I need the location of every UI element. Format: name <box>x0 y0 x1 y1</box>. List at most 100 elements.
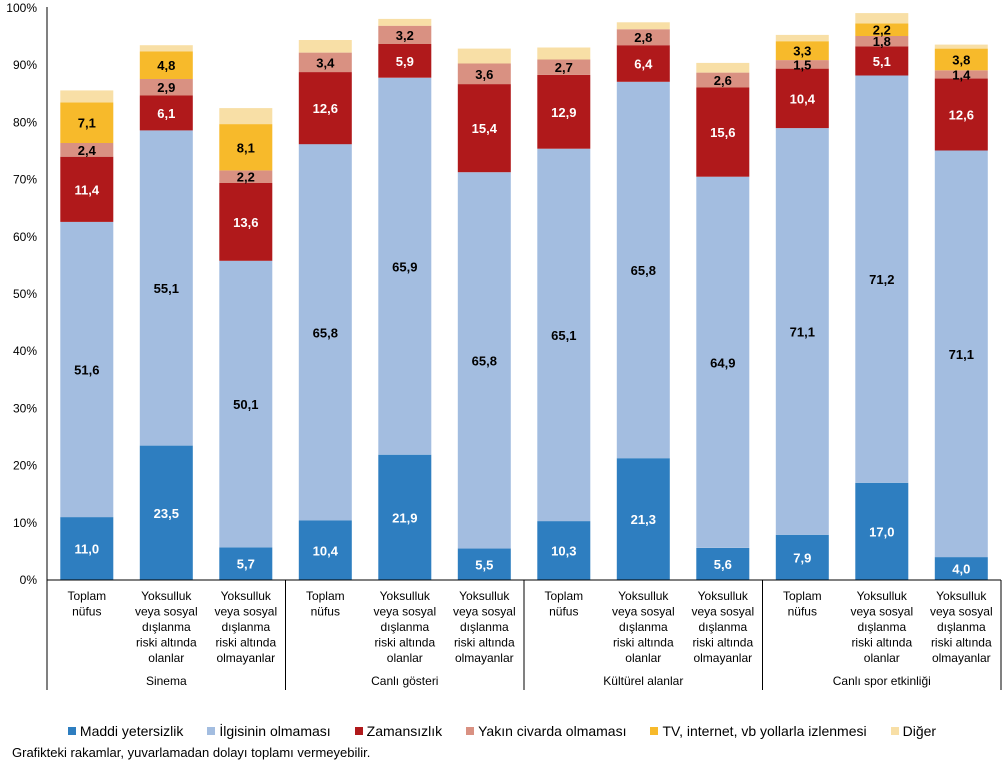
data-label: 13,6 <box>233 215 258 230</box>
data-label: 5,5 <box>475 557 493 572</box>
x-tick-label: veya sosyal <box>691 605 754 619</box>
bar-segment <box>60 156 114 222</box>
y-tick-label: 100% <box>6 1 37 15</box>
bar-segment <box>616 22 670 30</box>
legend-item: Zamansızlık <box>354 723 442 739</box>
x-tick-label: veya sosyal <box>373 605 436 619</box>
data-label: 3,2 <box>396 28 414 43</box>
bar-segment <box>219 547 273 580</box>
bar-segment <box>457 548 511 580</box>
bar-segment <box>298 72 352 145</box>
group-label: Canlı spor etkinliği <box>833 674 931 688</box>
legend-label: Yakın civarda olmaması <box>478 723 627 739</box>
bar-segment <box>934 70 988 79</box>
bar-segment <box>696 72 750 88</box>
bar-segment <box>60 143 114 157</box>
bar-segment <box>457 84 511 173</box>
x-tick-label: veya sosyal <box>612 605 675 619</box>
y-tick-label: 90% <box>13 58 37 72</box>
bar-segment <box>934 48 988 71</box>
x-tick-label: Yoksulluk <box>380 589 431 603</box>
bar-segment <box>616 81 670 459</box>
data-label: 64,9 <box>710 355 735 370</box>
x-tick-label: olmayanlar <box>216 651 275 665</box>
bar-segment <box>139 445 193 580</box>
data-label: 12,6 <box>949 107 974 122</box>
bar-segment <box>696 176 750 548</box>
x-tick-label: veya sosyal <box>453 605 516 619</box>
y-tick-label: 30% <box>13 401 37 415</box>
x-tick-label: riski altında <box>692 636 753 650</box>
x-tick-label: Toplam <box>306 589 345 603</box>
x-tick-label: dışlanma <box>937 620 986 634</box>
bar-segment <box>616 458 670 580</box>
legend-item: TV, internet, vb yollarla izlenmesi <box>650 723 867 739</box>
data-label: 5,9 <box>396 54 414 69</box>
y-tick-label: 40% <box>13 344 37 358</box>
x-tick-label: veya sosyal <box>930 605 993 619</box>
data-label: 3,8 <box>952 53 970 68</box>
y-tick-label: 20% <box>13 459 37 473</box>
bar-segment <box>934 150 988 558</box>
x-tick-label: Toplam <box>783 589 822 603</box>
legend-swatch <box>207 727 216 735</box>
x-tick-label: olanlar <box>148 651 184 665</box>
data-label: 2,6 <box>714 73 732 88</box>
data-label: 5,6 <box>714 557 732 572</box>
data-label: 1,4 <box>952 67 971 82</box>
bar-segment <box>457 48 511 64</box>
legend-swatch <box>650 727 659 735</box>
x-tick-label: nüfus <box>311 605 340 619</box>
data-label: 7,1 <box>78 116 96 131</box>
data-label: 17,0 <box>869 524 894 539</box>
bar-segment <box>775 41 829 61</box>
x-tick-label: veya sosyal <box>850 605 913 619</box>
data-label: 65,9 <box>392 259 417 274</box>
bar-segment <box>298 144 352 521</box>
x-tick-label: olanlar <box>625 651 661 665</box>
x-tick-label: Yoksulluk <box>221 589 272 603</box>
data-label: 10,4 <box>313 543 339 558</box>
x-tick-label: dışlanma <box>380 620 429 634</box>
bar-segment <box>139 95 193 131</box>
x-tick-label: veya sosyal <box>214 605 277 619</box>
footnote: Grafikteki rakamlar, yuvarlamadan dolayı… <box>12 745 371 760</box>
x-tick-label: riski altında <box>374 636 435 650</box>
data-label: 65,1 <box>551 328 576 343</box>
bar-segment <box>537 47 591 60</box>
data-label: 2,7 <box>555 60 573 75</box>
data-label: 23,5 <box>154 506 179 521</box>
bar-segment <box>219 108 273 125</box>
legend-item: Maddi yetersizlik <box>67 723 183 739</box>
y-tick-label: 10% <box>13 516 37 530</box>
bar-segment <box>696 548 750 580</box>
bar-segment <box>775 128 829 535</box>
bar-segment <box>60 221 114 518</box>
data-label: 4,8 <box>157 58 175 73</box>
legend-label: TV, internet, vb yollarla izlenmesi <box>662 723 867 739</box>
data-label: 8,1 <box>237 140 255 155</box>
bar-segment <box>378 44 432 78</box>
data-label: 51,6 <box>74 363 99 378</box>
x-tick-label: riski altında <box>136 636 197 650</box>
legend-swatch <box>67 727 76 735</box>
legend-label: Diğer <box>902 723 937 739</box>
bar-segment <box>855 75 909 483</box>
bar-segment <box>537 521 591 580</box>
bar-segment <box>219 183 273 261</box>
bar-segment <box>775 68 829 129</box>
bar-segment <box>298 40 352 53</box>
x-tick-label: dışlanma <box>619 620 668 634</box>
x-tick-label: olmayanlar <box>455 651 514 665</box>
x-tick-label: Yoksulluk <box>618 589 669 603</box>
bar-segment <box>696 87 750 177</box>
x-tick-label: Yoksulluk <box>141 589 192 603</box>
x-tick-label: dışlanma <box>142 620 191 634</box>
x-tick-label: dışlanma <box>857 620 906 634</box>
data-label: 10,3 <box>551 544 576 559</box>
x-tick-label: olmayanlar <box>932 651 991 665</box>
data-label: 12,6 <box>313 101 338 116</box>
data-label: 1,5 <box>793 57 811 72</box>
data-label: 21,9 <box>392 510 417 525</box>
x-tick-label: riski altında <box>931 636 992 650</box>
